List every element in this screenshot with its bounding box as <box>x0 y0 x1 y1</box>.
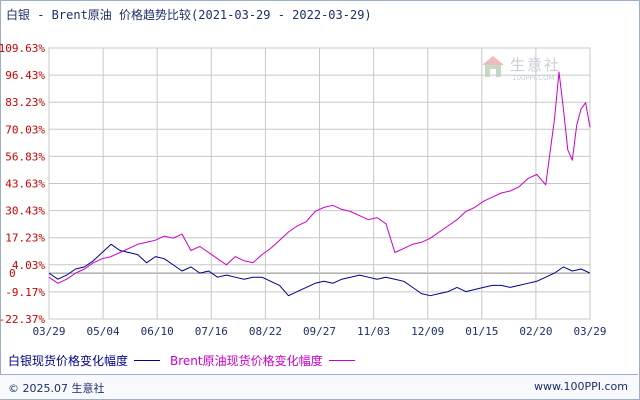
watermark-house-icon <box>482 56 504 77</box>
legend-label-silver: 白银现货价格变化幅度 <box>8 354 129 368</box>
y-tick-label: -22.37% <box>0 313 45 326</box>
y-tick-label: 70.03% <box>5 123 45 136</box>
chart-title: 白银 - Brent原油 价格趋势比较(2021-03-29 - 2022-03… <box>6 8 372 22</box>
x-tick-label: 03/29 <box>32 325 65 338</box>
watermark-logo: 生意社 100PPI.COM <box>480 54 590 94</box>
legend-swatch-silver <box>134 360 161 361</box>
footer-bar: © 2025.07 生意社 www.100PPI.com <box>0 374 638 399</box>
y-tick-label: 43.63% <box>5 178 45 191</box>
x-tick-label: 01/15 <box>465 325 498 338</box>
series-line-silver <box>48 243 591 297</box>
x-tick-label: 11/03 <box>357 325 390 338</box>
x-tick-label: 07/16 <box>195 325 228 338</box>
y-tick-label: 96.43% <box>5 69 45 82</box>
x-tick-label: 12/09 <box>411 325 444 338</box>
copyright-text: © 2025.07 生意社 <box>8 382 105 395</box>
watermark-text: 生意社 <box>510 56 562 74</box>
series-line-brent <box>48 71 591 284</box>
y-tick-label: 109.63% <box>0 42 45 55</box>
y-tick-label: 4.03% <box>12 259 45 272</box>
x-tick-label: 02/20 <box>519 325 552 338</box>
x-tick-label: 05/04 <box>87 325 120 338</box>
watermark-subtext: 100PPI.COM <box>512 74 555 82</box>
chart-legend: 白银现货价格变化幅度 Brent原油现货价格变化幅度 <box>8 352 365 369</box>
legend-item-brent: Brent原油现货价格变化幅度 <box>170 352 355 369</box>
y-tick-label: 17.23% <box>5 232 45 245</box>
y-tick-label: 30.43% <box>5 205 45 218</box>
legend-label-brent: Brent原油现货价格变化幅度 <box>170 354 323 368</box>
legend-item-silver: 白银现货价格变化幅度 <box>8 352 161 369</box>
x-tick-label: 09/27 <box>303 325 336 338</box>
zero-label: 0 <box>9 267 16 280</box>
site-link[interactable]: www.100PPI.com <box>534 380 628 393</box>
x-tick-label: 08/22 <box>249 325 282 338</box>
x-tick-label: 03/29 <box>573 325 606 338</box>
y-tick-label: 83.23% <box>5 96 45 109</box>
y-tick-label: 56.83% <box>5 150 45 163</box>
x-tick-label: 06/10 <box>141 325 174 338</box>
y-tick-label: -9.17% <box>5 286 45 299</box>
legend-swatch-brent <box>328 360 355 361</box>
